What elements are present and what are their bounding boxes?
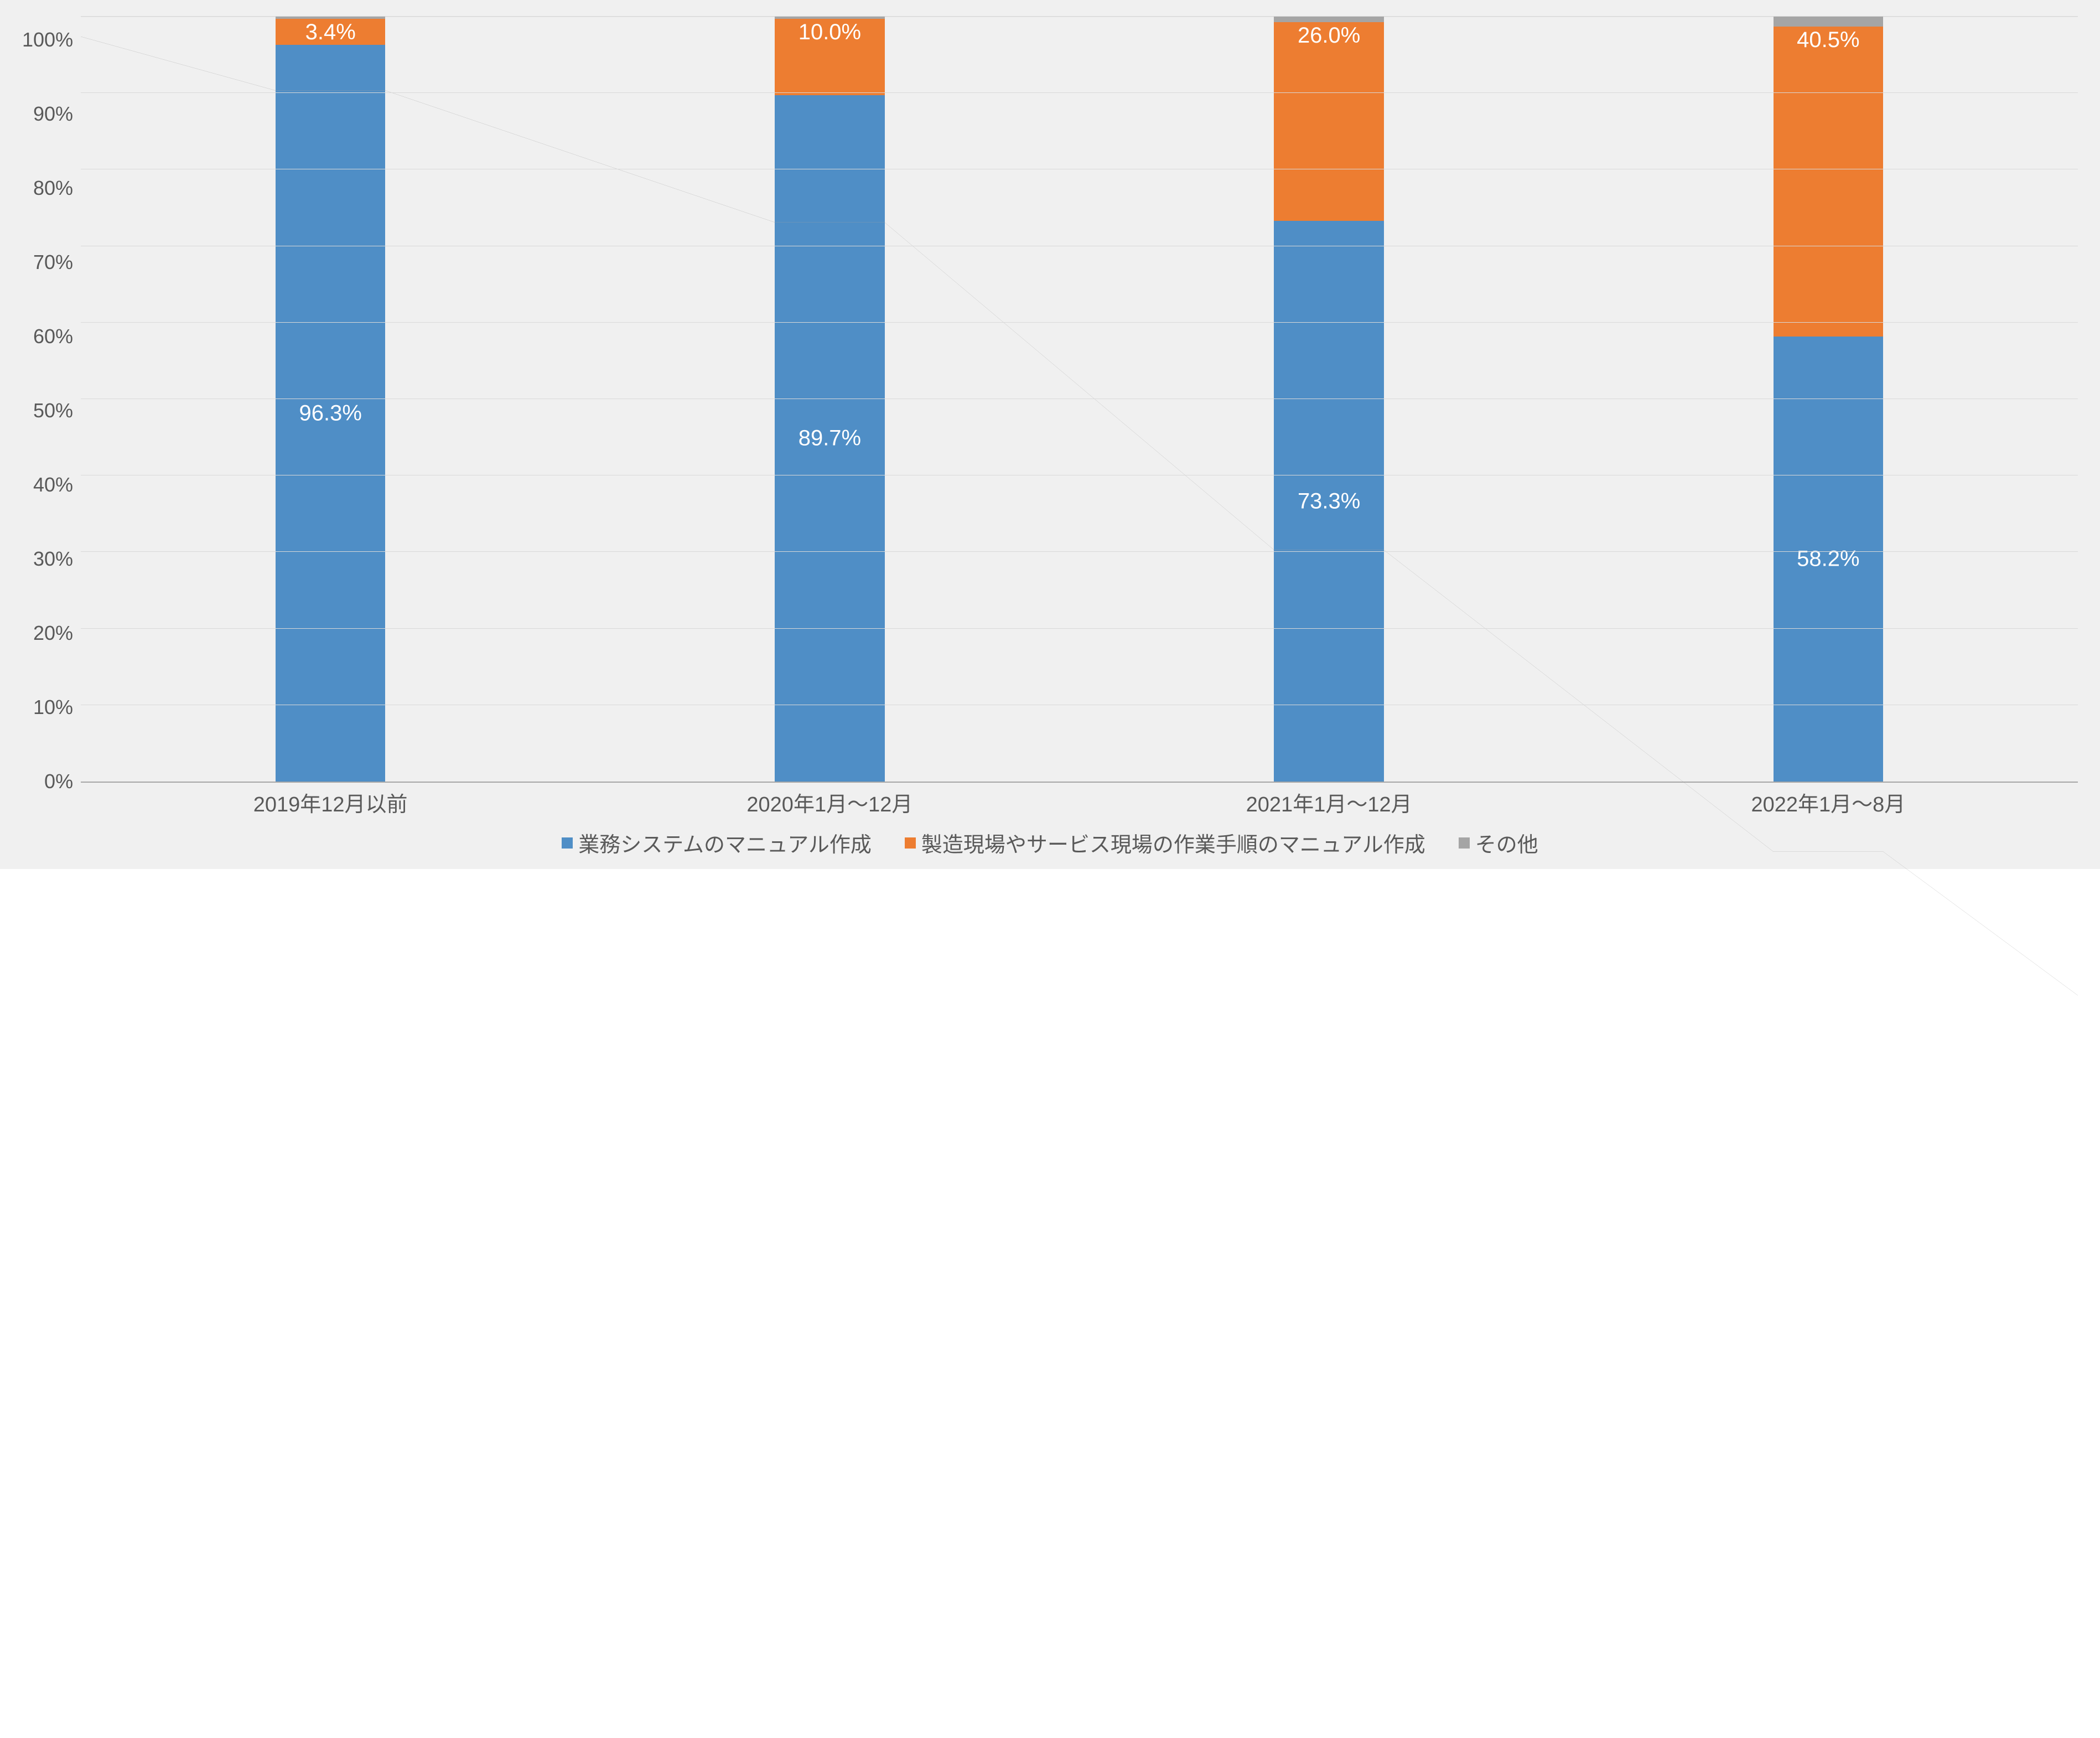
legend-swatch bbox=[1459, 837, 1470, 849]
legend-item: 製造現場やサービス現場の作業手順のマニュアル作成 bbox=[905, 827, 1425, 858]
legend-item: 業務システムのマニュアル作成 bbox=[562, 827, 872, 858]
bar-segment-label: 96.3% bbox=[299, 401, 361, 426]
y-tick-label: 80% bbox=[33, 177, 73, 200]
y-tick-label: 10% bbox=[33, 696, 73, 719]
bar-stack: 3.4% 96.3% bbox=[276, 17, 385, 782]
y-tick-label: 60% bbox=[33, 325, 73, 348]
x-axis-label: 2020年1月～12月 bbox=[580, 787, 1079, 818]
bar-slot: 10.0% 89.7% bbox=[580, 17, 1079, 782]
gridline bbox=[81, 92, 2078, 93]
y-tick-label: 30% bbox=[33, 547, 73, 571]
bar-segment-s2: 10.0% bbox=[775, 19, 884, 95]
legend-label: 製造現場やサービス現場の作業手順のマニュアル作成 bbox=[921, 827, 1425, 858]
bar-segment-label: 89.7% bbox=[798, 426, 861, 451]
plot-area: 3.4% 96.3% 10.0% 89.7% 26.0% 73.3% 40.5% 58.2% bbox=[81, 17, 2078, 783]
bar-segment-s1: 96.3% bbox=[276, 45, 385, 782]
x-axis-label: 2021年1月～12月 bbox=[1080, 787, 1579, 818]
bar-segment-s1: 58.2% bbox=[1774, 337, 1883, 782]
bars-layer: 3.4% 96.3% 10.0% 89.7% 26.0% 73.3% 40.5% 58.2% bbox=[81, 17, 2078, 782]
y-tick-label: 70% bbox=[33, 251, 73, 274]
bar-segment-label: 26.0% bbox=[1298, 23, 1360, 48]
legend-swatch bbox=[562, 837, 573, 849]
bar-slot: 3.4% 96.3% bbox=[81, 17, 580, 782]
bar-segment-label: 40.5% bbox=[1797, 28, 1859, 53]
bar-slot: 26.0% 73.3% bbox=[1080, 17, 1579, 782]
y-tick-label: 50% bbox=[33, 399, 73, 422]
legend-label: 業務システムのマニュアル作成 bbox=[578, 827, 872, 858]
gridline bbox=[81, 16, 2078, 17]
bar-segment-s3 bbox=[1774, 17, 1883, 27]
bar-segment-label: 3.4% bbox=[305, 20, 356, 45]
bar-segment-label: 10.0% bbox=[798, 20, 861, 45]
bar-segment-s2: 40.5% bbox=[1774, 27, 1883, 337]
y-axis: 100%90%80%70%60%50%40%30%20%10%0% bbox=[22, 17, 81, 782]
bar-segment-label: 58.2% bbox=[1797, 546, 1859, 571]
legend-swatch bbox=[905, 837, 916, 849]
bar-slot: 40.5% 58.2% bbox=[1579, 17, 2078, 782]
y-tick-label: 90% bbox=[33, 102, 73, 126]
x-axis-label: 2019年12月以前 bbox=[81, 787, 580, 818]
bar-segment-s2: 26.0% bbox=[1274, 22, 1383, 221]
bar-segment-label: 73.3% bbox=[1298, 489, 1360, 514]
bar-stack: 26.0% 73.3% bbox=[1274, 17, 1383, 782]
y-tick-label: 0% bbox=[44, 770, 73, 793]
bar-stack: 40.5% 58.2% bbox=[1774, 17, 1883, 782]
gridline bbox=[81, 628, 2078, 629]
legend-item: その他 bbox=[1459, 827, 1538, 858]
bar-segment-s3 bbox=[1274, 17, 1383, 22]
y-tick-label: 40% bbox=[33, 473, 73, 496]
bar-segment-s1: 89.7% bbox=[775, 95, 884, 782]
x-axis-label: 2022年1月～8月 bbox=[1579, 787, 2078, 818]
gridline bbox=[81, 322, 2078, 323]
y-tick-label: 20% bbox=[33, 622, 73, 645]
y-tick-label: 100% bbox=[22, 28, 73, 51]
gridline bbox=[81, 551, 2078, 552]
legend: 業務システムのマニュアル作成 製造現場やサービス現場の作業手順のマニュアル作成 その… bbox=[22, 827, 2078, 858]
plot-wrapper: 100%90%80%70%60%50%40%30%20%10%0% 3.4%96… bbox=[22, 17, 2078, 782]
chart-container: 100% 90% 80% 70% 60% 50% 40% 30% 20% 10% 0% 3.4% 96… bbox=[0, 0, 2100, 869]
x-axis-labels: 2019年12月以前2020年1月～12月2021年1月～12月2022年1月～… bbox=[81, 787, 2078, 818]
bar-stack: 10.0% 89.7% bbox=[775, 17, 884, 782]
legend-label: その他 bbox=[1475, 827, 1538, 858]
bar-segment-s1: 73.3% bbox=[1274, 221, 1383, 782]
bar-segment-s2: 3.4% bbox=[276, 19, 385, 45]
x-axis: 2019年12月以前2020年1月～12月2021年1月～12月2022年1月～… bbox=[22, 787, 2078, 818]
